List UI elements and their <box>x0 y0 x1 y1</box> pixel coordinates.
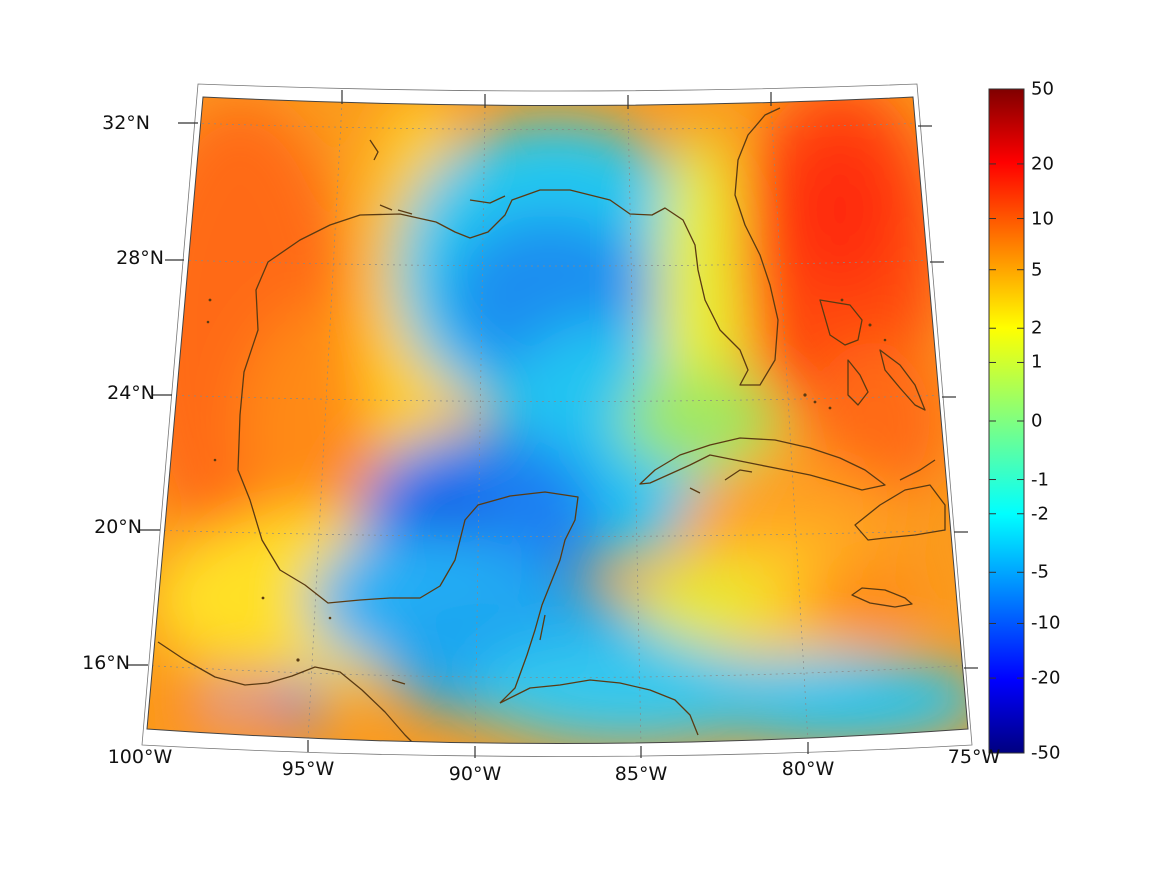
lat-label-16n: 16°N <box>82 652 130 674</box>
colorbar-label: 1 <box>1031 351 1043 373</box>
colorbar-ticks <box>989 88 1024 754</box>
colorbar-label: -50 <box>1031 742 1061 764</box>
data-field <box>147 97 968 744</box>
coastlines <box>157 107 946 743</box>
lon-label-100w: 100°W <box>107 746 173 768</box>
lat-label-20n: 20°N <box>94 516 142 538</box>
colorbar-label: 2 <box>1031 317 1043 339</box>
islands <box>206 298 887 662</box>
frame-ticks <box>128 90 978 758</box>
colorbar-label: -1 <box>1031 469 1049 491</box>
lat-label-24n: 24°N <box>107 382 155 404</box>
lon-label-90w: 90°W <box>448 763 502 785</box>
colorbar-label: 5 <box>1031 259 1043 281</box>
colorbar-label: 10 <box>1031 208 1054 230</box>
map-frame <box>146 96 969 744</box>
map-frame-outer <box>141 83 973 757</box>
lat-label-32n: 32°N <box>102 112 150 134</box>
colorbar-label: 0 <box>1031 410 1043 432</box>
lon-label-75w: 75°W <box>947 746 1001 768</box>
colorbar-label: -2 <box>1031 503 1049 525</box>
colorbar-label: 20 <box>1031 153 1054 175</box>
lon-label-95w: 95°W <box>281 758 335 780</box>
lon-label-85w: 85°W <box>614 763 668 785</box>
colorbar-label: -20 <box>1031 667 1061 689</box>
colorbar-label: -10 <box>1031 612 1061 634</box>
lat-label-28n: 28°N <box>116 247 164 269</box>
colorbar-label: -5 <box>1031 561 1049 583</box>
lon-label-80w: 80°W <box>781 758 835 780</box>
colorbar-label: 50 <box>1031 78 1054 100</box>
